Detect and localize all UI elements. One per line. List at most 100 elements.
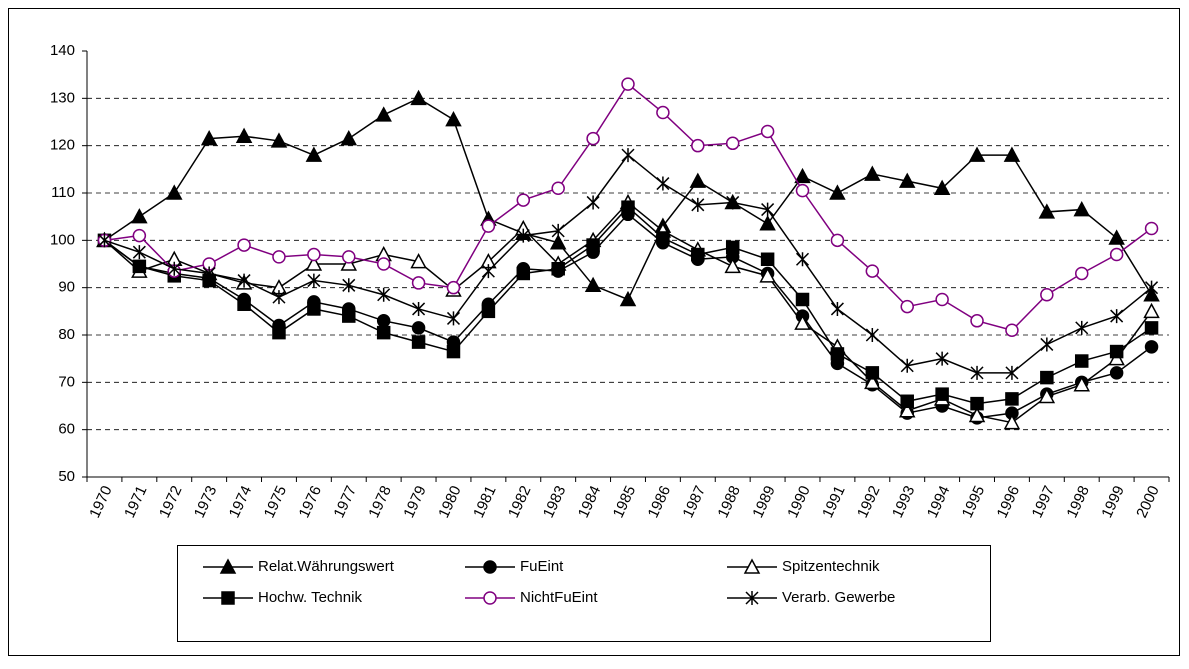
y-tick-label: 140 xyxy=(50,42,75,59)
marker xyxy=(446,280,461,295)
marker xyxy=(1040,288,1054,302)
marker xyxy=(725,136,740,151)
marker xyxy=(830,301,844,316)
marker xyxy=(516,228,530,243)
marker xyxy=(376,314,391,328)
marker xyxy=(1144,221,1159,236)
marker xyxy=(656,176,670,191)
marker xyxy=(131,208,148,224)
marker xyxy=(377,287,391,302)
y-tick-label: 130 xyxy=(50,89,75,106)
marker xyxy=(865,366,880,380)
y-tick-label: 120 xyxy=(50,137,75,154)
legend-label: Relat.Währungswert xyxy=(258,558,395,575)
marker xyxy=(1144,321,1159,335)
marker xyxy=(342,250,356,264)
marker xyxy=(411,321,426,335)
marker xyxy=(342,278,356,293)
y-tick-label: 50 xyxy=(58,468,75,485)
marker xyxy=(340,129,358,146)
marker xyxy=(516,193,531,207)
marker xyxy=(305,255,323,271)
marker xyxy=(1040,370,1054,385)
marker xyxy=(830,347,845,361)
marker xyxy=(619,290,637,307)
marker xyxy=(342,309,356,323)
marker xyxy=(621,148,635,163)
marker xyxy=(411,335,426,349)
marker xyxy=(968,406,986,423)
marker xyxy=(933,179,951,196)
y-tick-label: 70 xyxy=(58,373,75,390)
marker xyxy=(481,219,496,233)
marker xyxy=(200,129,218,146)
marker xyxy=(795,292,810,307)
y-tick-label: 90 xyxy=(58,279,75,296)
marker xyxy=(446,344,461,359)
marker xyxy=(1073,200,1090,217)
marker xyxy=(219,558,237,574)
marker xyxy=(586,238,600,252)
marker xyxy=(691,197,705,212)
legend-label: Verarb. Gewerbe xyxy=(782,589,895,606)
marker xyxy=(272,290,286,305)
marker xyxy=(305,146,323,162)
marker xyxy=(898,402,916,418)
marker xyxy=(237,273,251,288)
marker xyxy=(865,328,879,342)
marker xyxy=(1145,280,1159,295)
marker xyxy=(221,591,235,605)
marker xyxy=(307,247,321,262)
marker xyxy=(621,77,635,91)
legend-box xyxy=(177,545,991,642)
marker xyxy=(410,253,427,269)
marker xyxy=(1110,309,1124,324)
marker xyxy=(376,325,391,340)
marker xyxy=(726,195,740,210)
marker xyxy=(900,358,914,373)
marker xyxy=(900,299,914,314)
marker xyxy=(829,184,846,200)
marker xyxy=(830,233,845,248)
marker xyxy=(1074,354,1089,368)
marker xyxy=(865,264,880,278)
marker xyxy=(689,172,707,188)
marker xyxy=(691,138,705,153)
marker xyxy=(1038,203,1056,219)
marker xyxy=(970,314,984,328)
marker xyxy=(864,165,881,181)
marker xyxy=(483,560,497,574)
marker xyxy=(270,132,288,148)
marker xyxy=(1005,323,1019,338)
marker xyxy=(1109,366,1124,380)
marker xyxy=(411,276,426,290)
marker xyxy=(1003,413,1021,430)
marker xyxy=(935,292,949,307)
marker xyxy=(794,167,811,184)
marker xyxy=(481,264,495,279)
y-tick-label: 80 xyxy=(58,326,75,343)
marker xyxy=(97,233,111,248)
marker xyxy=(551,261,565,276)
y-tick-label: 60 xyxy=(58,421,75,438)
marker xyxy=(864,373,881,390)
marker xyxy=(167,261,181,276)
marker xyxy=(745,591,759,605)
marker xyxy=(1143,302,1160,319)
marker xyxy=(516,266,531,281)
marker xyxy=(761,202,775,217)
marker xyxy=(307,273,321,288)
marker xyxy=(656,105,670,120)
marker xyxy=(935,351,949,366)
marker xyxy=(132,228,147,243)
marker xyxy=(410,89,427,106)
marker xyxy=(759,215,776,231)
marker xyxy=(743,558,761,574)
marker xyxy=(1003,146,1021,162)
marker xyxy=(1005,365,1019,380)
marker xyxy=(445,111,462,127)
marker xyxy=(795,252,810,267)
marker xyxy=(132,259,147,274)
